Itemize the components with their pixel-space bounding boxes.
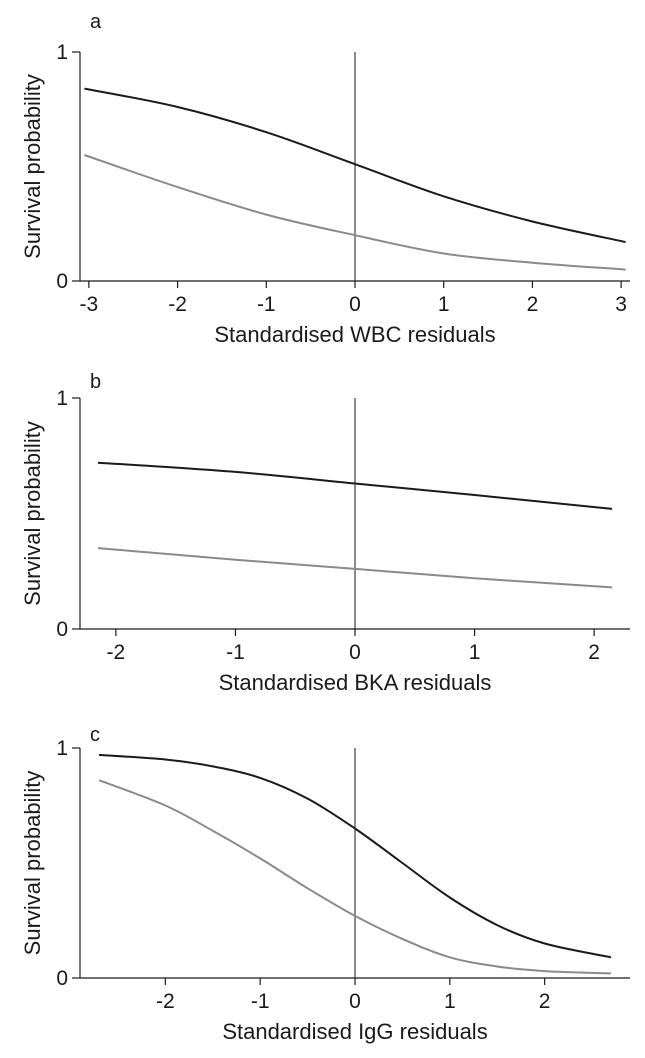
x-tick-label: 0 xyxy=(349,990,361,1013)
x-tick-label: -1 xyxy=(257,293,276,316)
x-tick-label: -1 xyxy=(251,990,270,1013)
series-line-grey xyxy=(98,779,612,975)
x-tick-label: 0 xyxy=(349,293,361,316)
series-line-black xyxy=(98,753,612,959)
y-tick-label: 0 xyxy=(56,270,68,293)
panel-label: b xyxy=(90,371,101,393)
x-tick-label: -3 xyxy=(80,293,99,316)
x-tick-label: 2 xyxy=(539,990,551,1013)
y-axis-title: Survival probability xyxy=(20,771,45,956)
y-tick-label: 1 xyxy=(56,41,68,64)
x-tick-label: -1 xyxy=(226,641,245,664)
series-line-grey xyxy=(97,547,613,589)
x-axis-title: Standardised IgG residuals xyxy=(222,1019,487,1044)
series-line-black xyxy=(97,461,613,510)
series-line-black xyxy=(84,87,626,244)
x-tick-label: 1 xyxy=(438,293,450,316)
x-tick-label: 2 xyxy=(527,293,539,316)
x-tick-label: -2 xyxy=(107,641,126,664)
panel-b: b 0 1 -2 -1 0 1 2 Standardised BKA residuals Surv… xyxy=(20,371,630,695)
x-tick-label: 1 xyxy=(469,641,481,664)
y-tick-label: 1 xyxy=(56,737,68,760)
y-tick-label: 0 xyxy=(56,967,68,990)
x-axis-title: Standardised WBC residuals xyxy=(214,322,495,347)
x-tick-label: 2 xyxy=(588,641,600,664)
y-tick-label: 0 xyxy=(56,618,68,641)
x-tick-label: -2 xyxy=(156,990,175,1013)
series-line-grey xyxy=(84,154,626,271)
panel-label: a xyxy=(90,11,102,33)
panel-c: c 0 1 -2 -1 0 1 2 Standardised IgG residuals Surv… xyxy=(20,724,630,1044)
y-tick-label: 1 xyxy=(56,387,68,410)
x-tick-label: 0 xyxy=(349,641,361,664)
y-axis-title: Survival probability xyxy=(20,74,45,259)
panel-label: c xyxy=(90,724,100,746)
y-axis-title: Survival probability xyxy=(20,421,45,606)
panel-a: a 0 1 -3 -2 -1 0 1 2 3 Standardised WBC residuals S… xyxy=(20,11,630,347)
x-tick-label: -2 xyxy=(168,293,187,316)
x-tick-label: 3 xyxy=(615,293,627,316)
x-tick-label: 1 xyxy=(444,990,456,1013)
x-axis-title: Standardised BKA residuals xyxy=(219,670,492,695)
